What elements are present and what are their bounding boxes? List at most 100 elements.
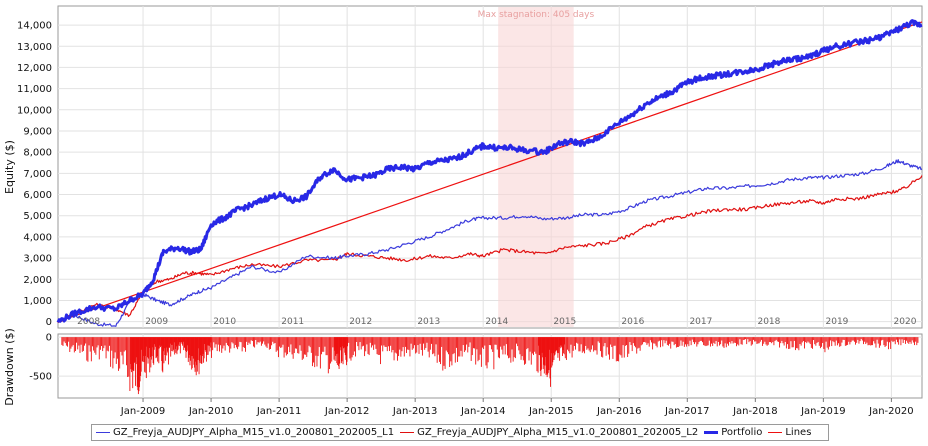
drawdown-bar: [259, 337, 261, 342]
drawdown-bar: [635, 337, 637, 348]
stagnation-region: Max stagnation: 405 days: [478, 7, 594, 327]
drawdown-bar: [304, 337, 305, 355]
drawdown-bar: [191, 337, 193, 370]
drawdown-bar: [402, 337, 404, 348]
drawdown-bar: [183, 337, 185, 348]
drawdown-bar: [133, 337, 135, 371]
drawdown-bar: [78, 337, 80, 346]
equity-y-tick-label: 6,000: [23, 190, 52, 201]
drawdown-bar: [721, 337, 723, 341]
drawdown-bar: [593, 337, 595, 352]
drawdown-bar: [840, 337, 842, 347]
drawdown-bar: [699, 337, 701, 341]
drawdown-bar: [572, 337, 574, 351]
drawdown-bar: [501, 337, 503, 350]
drawdown-bar: [208, 337, 210, 346]
drawdown-bar: [323, 337, 325, 352]
drawdown-bar: [334, 337, 335, 351]
drawdown-bar: [365, 337, 367, 352]
drawdown-bar: [406, 337, 407, 354]
drawdown-bar: [729, 337, 731, 343]
drawdown-bar: [112, 337, 114, 369]
drawdown-bar: [63, 337, 65, 342]
drawdown-bar: [370, 337, 372, 348]
drawdown-bar: [160, 337, 162, 346]
drawdown-bar: [818, 337, 820, 346]
drawdown-bar: [819, 337, 821, 349]
drawdown-bar: [161, 337, 163, 362]
drawdown-bar: [104, 337, 106, 346]
drawdown-bar: [680, 337, 682, 341]
drawdown-bar: [167, 337, 169, 365]
drawdown-bar: [268, 337, 270, 350]
drawdown-bar: [906, 337, 908, 341]
drawdown-bar: [524, 337, 525, 365]
drawdown-bar: [885, 337, 887, 346]
drawdown-bar: [590, 337, 592, 350]
drawdown-bar: [624, 337, 626, 346]
drawdown-bar: [192, 337, 194, 357]
drawdown-bar: [61, 337, 63, 345]
drawdown-bar: [249, 337, 251, 345]
drawdown-bar: [283, 337, 285, 358]
drawdown-bar: [542, 337, 544, 358]
drawdown-bar: [664, 337, 666, 344]
drawdown-bar: [597, 337, 599, 342]
drawdown-bar: [344, 337, 346, 353]
drawdown-bar: [776, 337, 778, 342]
drawdown-bar: [787, 337, 788, 345]
drawdown-bar: [722, 337, 724, 347]
drawdown-bar: [148, 337, 150, 348]
drawdown-bar: [143, 337, 145, 363]
drawdown-bar: [152, 337, 154, 348]
year-label: 2020: [894, 317, 917, 327]
drawdown-bar: [643, 337, 644, 343]
drawdown-bar: [883, 337, 885, 346]
drawdown-bar: [713, 337, 715, 343]
drawdown-bar: [557, 337, 559, 358]
drawdown-bar: [184, 337, 186, 348]
drawdown-bar: [546, 337, 548, 378]
drawdown-bar: [639, 337, 641, 351]
drawdown-bar: [902, 337, 904, 343]
drawdown-bar: [169, 337, 171, 344]
drawdown-bar: [272, 337, 274, 342]
drawdown-bar: [215, 337, 217, 345]
drawdown-bar: [140, 337, 142, 376]
drawdown-bar: [116, 337, 118, 359]
drawdown-bar: [904, 337, 906, 344]
drawdown-bar: [540, 337, 542, 377]
drawdown-bar: [241, 337, 243, 352]
drawdown-bar: [466, 337, 468, 345]
drawdown-bar: [575, 337, 576, 350]
drawdown-bar: [809, 337, 811, 345]
drawdown-bar: [848, 337, 850, 342]
drawdown-bar: [315, 337, 317, 356]
drawdown-bar: [732, 337, 734, 344]
drawdown-bar: [177, 337, 179, 350]
drawdown-bar: [214, 337, 216, 348]
drawdown-bar: [226, 337, 228, 346]
drawdown-bar: [682, 337, 684, 342]
drawdown-bar: [874, 337, 876, 344]
equity-y-tick-label: 9,000: [23, 126, 52, 137]
drawdown-bar: [75, 337, 76, 352]
drawdown-bar: [644, 337, 646, 342]
drawdown-bar: [565, 337, 567, 360]
drawdown-bar: [855, 337, 857, 345]
drawdown-bar: [762, 337, 764, 346]
drawdown-bar: [861, 337, 863, 341]
drawdown-bar: [431, 337, 432, 344]
drawdown-bar: [641, 337, 643, 345]
equity-y-tick-label: 7,000: [23, 169, 52, 180]
year-label: 2008: [77, 317, 100, 327]
drawdown-bar: [825, 337, 827, 342]
drawdown-bar: [164, 337, 165, 349]
drawdown-bar: [547, 337, 549, 373]
drawdown-bar: [483, 337, 485, 350]
drawdown-bar: [120, 337, 122, 352]
drawdown-bar: [521, 337, 523, 357]
drawdown-bar: [158, 337, 160, 364]
drawdown-bar: [834, 337, 836, 346]
drawdown-bar: [669, 337, 671, 344]
